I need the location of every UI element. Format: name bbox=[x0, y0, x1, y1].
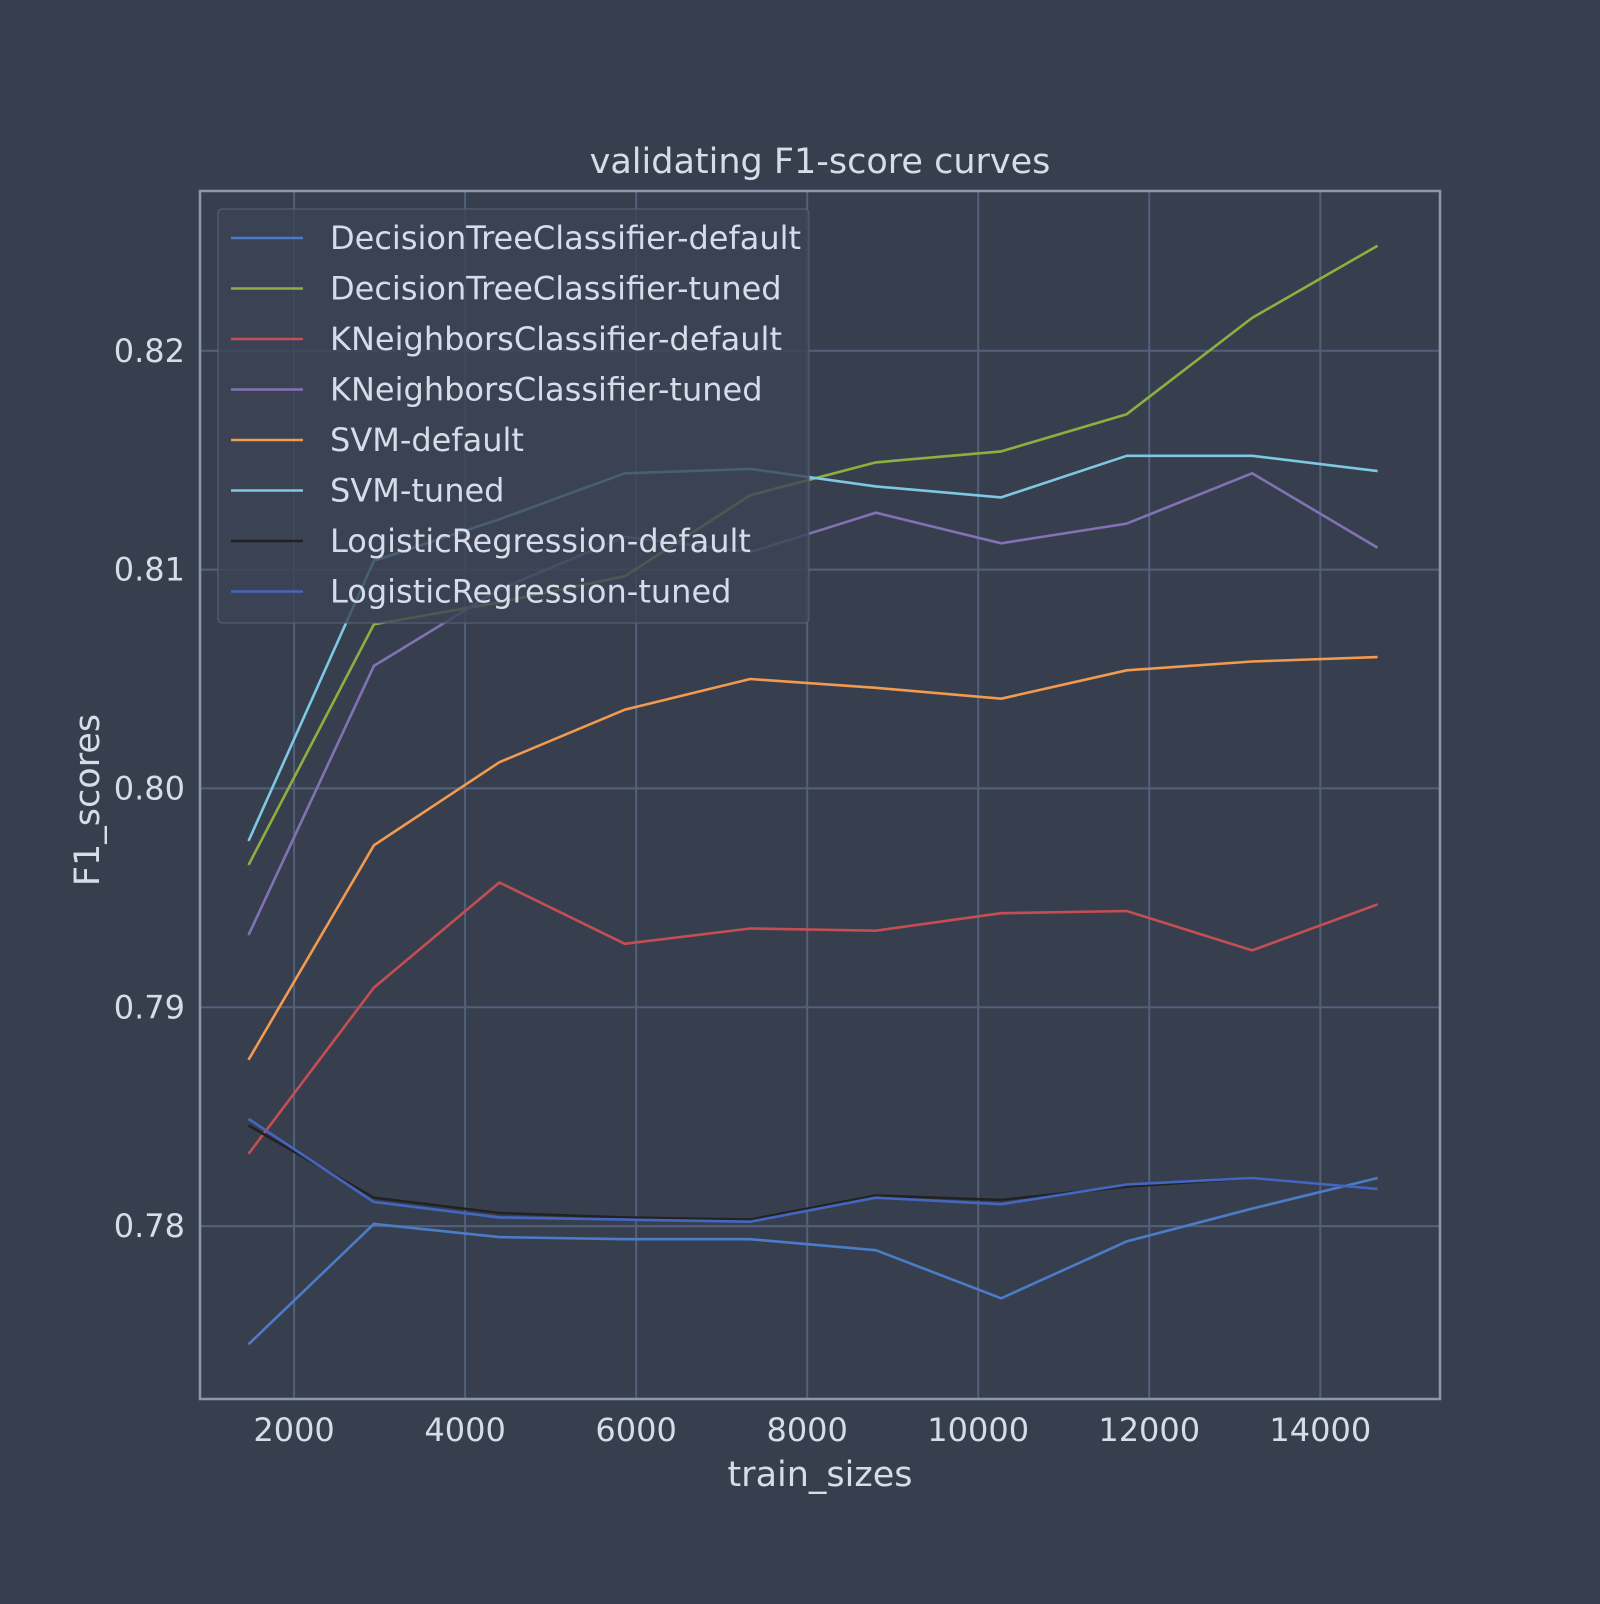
x-tick-label: 4000 bbox=[424, 1411, 505, 1449]
y-tick-label: 0.78 bbox=[114, 1207, 185, 1245]
x-tick-label: 12000 bbox=[1098, 1411, 1200, 1449]
legend-label: DecisionTreeClassifier-default bbox=[330, 219, 801, 257]
x-tick-labels: 2000 4000 6000 8000 10000 12000 14000 bbox=[253, 1411, 1371, 1449]
legend-label: KNeighborsClassifier-default bbox=[330, 320, 782, 358]
y-tick-label: 0.80 bbox=[114, 769, 185, 807]
legend-label: LogisticRegression-tuned bbox=[330, 573, 731, 611]
x-tick-label: 6000 bbox=[595, 1411, 676, 1449]
series-line-4 bbox=[247, 655, 1378, 1061]
series-line-7 bbox=[247, 1117, 1378, 1223]
legend-label: KNeighborsClassifier-tuned bbox=[330, 371, 763, 409]
legend-label: DecisionTreeClassifier-tuned bbox=[330, 270, 782, 308]
legend: DecisionTreeClassifier-default DecisionTr… bbox=[217, 208, 810, 624]
legend-entries: DecisionTreeClassifier-default DecisionTr… bbox=[231, 219, 801, 611]
x-tick-label: 2000 bbox=[253, 1411, 334, 1449]
series-line-0 bbox=[247, 1176, 1378, 1346]
x-axis-label: train_sizes bbox=[727, 1455, 912, 1495]
x-tick-label: 10000 bbox=[927, 1411, 1029, 1449]
plot-frame bbox=[198, 189, 1442, 1401]
legend-box bbox=[217, 208, 810, 624]
x-tick-label: 14000 bbox=[1269, 1411, 1371, 1449]
y-tick-label: 0.79 bbox=[114, 988, 185, 1026]
series-line-2 bbox=[247, 881, 1379, 1155]
legend-label: SVM-default bbox=[330, 421, 524, 459]
x-tick-label: 8000 bbox=[766, 1411, 847, 1449]
legend-label: LogisticRegression-default bbox=[330, 522, 751, 560]
y-tick-label: 0.81 bbox=[114, 551, 185, 589]
chart-title: validating F1-score curves bbox=[590, 142, 1051, 182]
legend-label: SVM-tuned bbox=[330, 472, 504, 510]
y-tick-labels: 0.78 0.79 0.80 0.81 0.82 bbox=[114, 332, 185, 1245]
y-axis-label: F1_scores bbox=[68, 714, 108, 886]
series-line-3 bbox=[247, 471, 1379, 936]
y-tick-label: 0.82 bbox=[114, 332, 185, 370]
